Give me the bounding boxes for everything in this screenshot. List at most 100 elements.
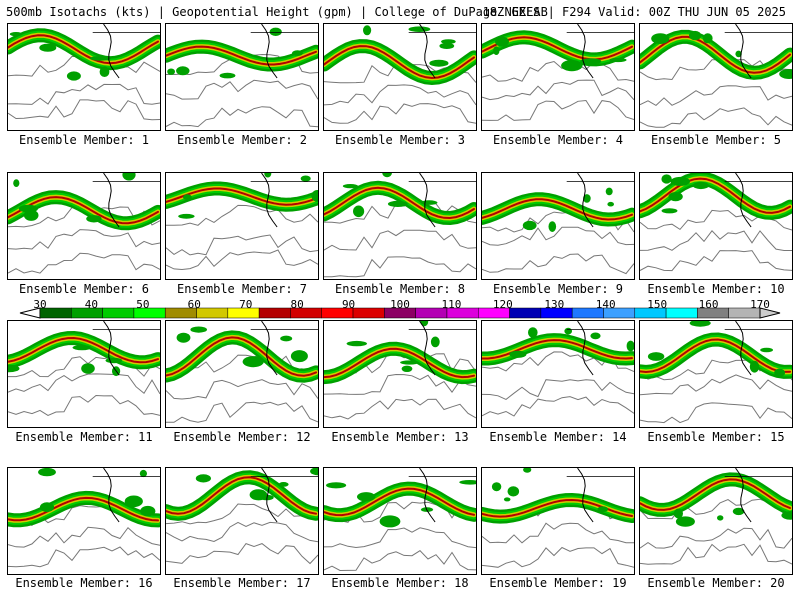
ensemble-member-label: Ensemble Member: 14 — [489, 430, 627, 444]
jet-isotach-band — [324, 45, 475, 80]
isotach-blob — [342, 184, 358, 189]
colorbar-tick-label: 50 — [136, 298, 150, 311]
isotach-blob — [99, 66, 110, 77]
jet-isotach-band — [324, 347, 475, 379]
isotach-blob — [439, 42, 455, 49]
isotach-blob — [583, 194, 591, 203]
height-contour — [166, 521, 318, 543]
isotach-blob — [430, 336, 440, 348]
isotach-blob — [387, 200, 408, 207]
ensemble-member-label: Ensemble Member: 17 — [173, 576, 311, 590]
height-contour — [640, 230, 792, 251]
isotach-blob — [363, 25, 372, 36]
jet-isotach-band — [166, 187, 317, 206]
height-contour — [8, 99, 160, 121]
isotach-blob — [702, 33, 713, 44]
jet-isotach-band — [166, 45, 317, 66]
isotach-blob — [429, 59, 449, 67]
isotach-blob — [607, 201, 614, 207]
jet-isotach-band — [166, 336, 317, 377]
ensemble-member-map — [481, 23, 635, 131]
coastline — [735, 173, 752, 228]
isotach-blob — [183, 194, 192, 201]
height-contour — [166, 106, 318, 128]
coastline — [261, 24, 278, 79]
coastline — [419, 321, 436, 376]
isotach-blob — [290, 350, 308, 363]
ensemble-member-map — [323, 467, 477, 575]
colorbar — [19, 307, 781, 319]
isotach-blob — [408, 26, 431, 32]
isotach-blob — [523, 468, 532, 473]
jet-isotach-band — [640, 478, 791, 511]
coastline — [261, 321, 278, 376]
coastline — [261, 468, 278, 523]
height-contour — [482, 79, 634, 101]
colorbar-tick-label: 60 — [187, 298, 201, 311]
coastline — [103, 24, 120, 79]
colorbar-segment — [352, 307, 385, 319]
coastline — [103, 173, 120, 228]
isotach-blob — [401, 365, 413, 372]
isotach-blob — [507, 486, 520, 497]
height-contour — [324, 550, 476, 572]
isotach-blob — [503, 497, 511, 502]
ensemble-member-label: Ensemble Member: 19 — [489, 576, 627, 590]
isotach-blob — [548, 221, 557, 232]
ensemble-member-label: Ensemble Member: 2 — [176, 133, 308, 147]
ensemble-member-label: Ensemble Member: 8 — [334, 282, 466, 296]
colorbar-segment — [665, 307, 698, 319]
isotach-blob — [195, 474, 211, 483]
colorbar-tick-label: 160 — [698, 298, 719, 311]
height-contour — [324, 229, 476, 251]
colorbar-tick-label: 110 — [441, 298, 462, 311]
colorbar-segment — [509, 307, 542, 319]
height-contour — [482, 99, 634, 121]
isotach-blob — [72, 345, 92, 351]
isotach-blob — [735, 50, 742, 58]
ensemble-member-label: Ensemble Member: 7 — [176, 282, 308, 296]
coastline — [735, 321, 752, 376]
ensemble-member-map — [7, 172, 161, 280]
ensemble-member-label: Ensemble Member: 11 — [15, 430, 153, 444]
height-contour — [482, 60, 634, 82]
isotach-blob — [311, 190, 318, 202]
isotach-blob — [597, 506, 609, 513]
ensemble-member-label: Ensemble Member: 10 — [647, 282, 785, 296]
height-contour — [166, 503, 318, 525]
colorbar-tick-label: 130 — [544, 298, 565, 311]
isotach-blob — [353, 205, 365, 218]
ensemble-member-label: Ensemble Member: 15 — [647, 430, 785, 444]
isotach-blob — [8, 364, 20, 373]
isotach-blob — [749, 360, 760, 373]
colorbar-tick-label: 100 — [390, 298, 410, 311]
isotach-blob — [176, 332, 191, 343]
ensemble-member-map — [481, 172, 635, 280]
isotach-blob — [580, 58, 602, 65]
ensemble-member-map — [165, 467, 319, 575]
ensemble-member-label: Ensemble Member: 18 — [331, 576, 469, 590]
ensemble-member-map — [165, 172, 319, 280]
height-contour — [324, 256, 476, 278]
height-contour — [8, 526, 160, 548]
isotach-blob — [13, 179, 20, 187]
ensemble-member-map — [7, 467, 161, 575]
ensemble-member-map — [323, 320, 477, 428]
ensemble-member-map — [639, 467, 793, 575]
ensemble-member-map — [165, 23, 319, 131]
height-contour — [482, 396, 634, 417]
isotach-blob — [292, 50, 303, 56]
isotach-blob — [668, 192, 683, 202]
colorbar-segment — [196, 307, 229, 319]
height-contour — [8, 83, 160, 105]
height-contour — [8, 373, 160, 395]
jet-isotach-band — [640, 35, 791, 74]
ensemble-member-map — [7, 23, 161, 131]
jet-isotach-band — [166, 476, 317, 515]
isotach-blob — [509, 350, 527, 358]
colorbar-tick-label: 170 — [750, 298, 770, 311]
isotach-blob — [269, 27, 282, 36]
height-contour — [640, 107, 792, 128]
isotach-blob — [382, 173, 392, 178]
isotach-blob — [774, 368, 786, 377]
